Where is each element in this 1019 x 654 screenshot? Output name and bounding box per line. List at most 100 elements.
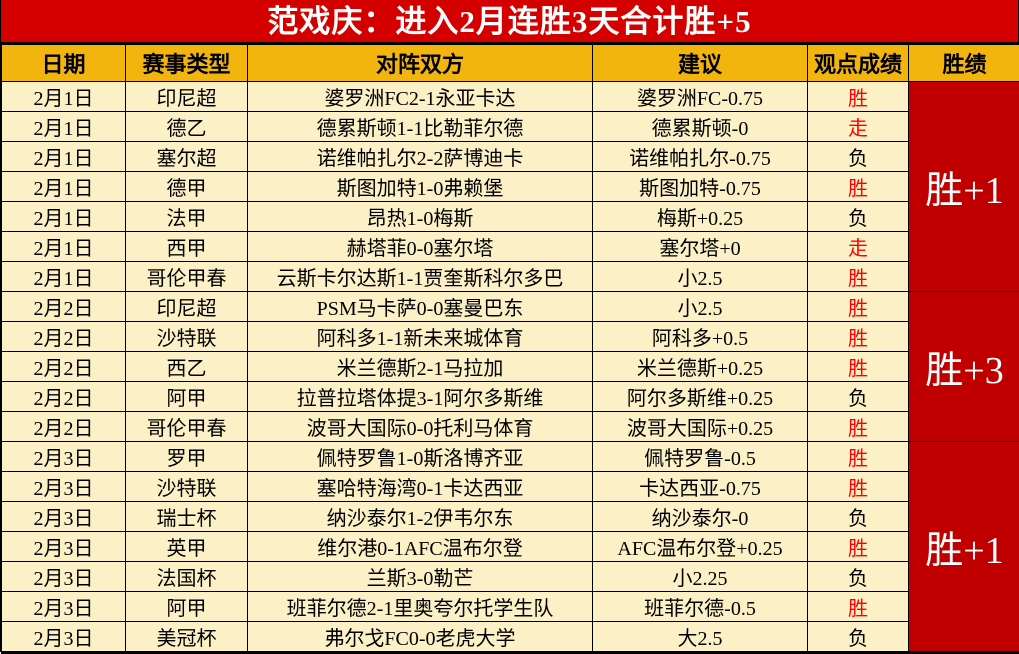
result-cell: 负 — [808, 622, 909, 653]
league-cell: 瑞士杯 — [126, 502, 248, 532]
result-cell: 胜 — [808, 592, 909, 622]
advice-cell: 波哥大国际+0.25 — [593, 412, 808, 442]
result-cell: 负 — [808, 382, 909, 412]
league-cell: 法国杯 — [126, 562, 248, 592]
advice-cell: 小2.5 — [593, 292, 808, 322]
match-cell: 云斯卡尔达斯1-1贾奎斯科尔多巴 — [248, 262, 593, 292]
date-cell: 2月1日 — [2, 142, 126, 172]
date-cell: 2月1日 — [2, 262, 126, 292]
date-cell: 2月2日 — [2, 322, 126, 352]
match-cell: PSM马卡萨0-0塞曼巴东 — [248, 292, 593, 322]
advice-cell: 大2.5 — [593, 622, 808, 653]
result-cell: 胜 — [808, 412, 909, 442]
advice-cell: 诺维帕扎尔-0.75 — [593, 142, 808, 172]
column-header-streak: 胜绩 — [909, 45, 1019, 82]
result-cell: 负 — [808, 142, 909, 172]
match-cell: 塞哈特海湾0-1卡达西亚 — [248, 472, 593, 502]
result-cell: 走 — [808, 232, 909, 262]
date-cell: 2月1日 — [2, 82, 126, 112]
league-cell: 德乙 — [126, 112, 248, 142]
result-cell: 负 — [808, 202, 909, 232]
banner-title: 范戏庆：进入2月连胜3天合计胜+5 — [1, 0, 1018, 44]
date-cell: 2月3日 — [2, 592, 126, 622]
league-cell: 塞尔超 — [126, 142, 248, 172]
match-cell: 班菲尔德2-1里奥夸尔托学生队 — [248, 592, 593, 622]
advice-cell: 小2.25 — [593, 562, 808, 592]
match-cell: 佩特罗鲁1-0斯洛博齐亚 — [248, 442, 593, 472]
results-table: 日期 赛事类型 对阵双方 建议 观点成绩 胜绩 2月1日印尼超婆罗洲FC2-1永… — [1, 44, 1019, 654]
column-header-match: 对阵双方 — [248, 45, 593, 82]
result-cell: 胜 — [808, 262, 909, 292]
date-cell: 2月1日 — [2, 112, 126, 142]
league-cell: 阿甲 — [126, 382, 248, 412]
advice-cell: 班菲尔德-0.5 — [593, 592, 808, 622]
match-cell: 维尔港0-1AFC温布尔登 — [248, 532, 593, 562]
result-cell: 胜 — [808, 82, 909, 112]
result-cell: 负 — [808, 562, 909, 592]
league-cell: 印尼超 — [126, 292, 248, 322]
date-cell: 2月2日 — [2, 292, 126, 322]
advice-cell: 小2.5 — [593, 262, 808, 292]
header-row: 日期 赛事类型 对阵双方 建议 观点成绩 胜绩 — [2, 45, 1019, 82]
league-cell: 罗甲 — [126, 442, 248, 472]
match-cell: 兰斯3-0勒芒 — [248, 562, 593, 592]
advice-cell: 米兰德斯+0.25 — [593, 352, 808, 382]
result-cell: 胜 — [808, 442, 909, 472]
match-cell: 德累斯顿1-1比勒菲尔德 — [248, 112, 593, 142]
match-cell: 波哥大国际0-0托利马体育 — [248, 412, 593, 442]
match-cell: 纳沙泰尔1-2伊韦尔东 — [248, 502, 593, 532]
league-cell: 美冠杯 — [126, 622, 248, 653]
match-cell: 婆罗洲FC2-1永亚卡达 — [248, 82, 593, 112]
column-header-advice: 建议 — [593, 45, 808, 82]
league-cell: 阿甲 — [126, 592, 248, 622]
match-cell: 斯图加特1-0弗赖堡 — [248, 172, 593, 202]
league-cell: 沙特联 — [126, 322, 248, 352]
match-cell: 阿科多1-1新未来城体育 — [248, 322, 593, 352]
date-cell: 2月2日 — [2, 382, 126, 412]
match-cell: 拉普拉塔体提3-1阿尔多斯维 — [248, 382, 593, 412]
date-cell: 2月3日 — [2, 532, 126, 562]
column-header-league: 赛事类型 — [126, 45, 248, 82]
match-cell: 赫塔菲0-0塞尔塔 — [248, 232, 593, 262]
result-cell: 胜 — [808, 292, 909, 322]
date-cell: 2月3日 — [2, 622, 126, 653]
advice-cell: 梅斯+0.25 — [593, 202, 808, 232]
advice-cell: AFC温布尔登+0.25 — [593, 532, 808, 562]
date-cell: 2月1日 — [2, 172, 126, 202]
advice-cell: 塞尔塔+0 — [593, 232, 808, 262]
advice-cell: 婆罗洲FC-0.75 — [593, 82, 808, 112]
league-cell: 英甲 — [126, 532, 248, 562]
league-cell: 沙特联 — [126, 472, 248, 502]
match-cell: 弗尔戈FC0-0老虎大学 — [248, 622, 593, 653]
league-cell: 德甲 — [126, 172, 248, 202]
result-cell: 胜 — [808, 532, 909, 562]
streak-cell: 胜+3 — [909, 292, 1019, 442]
match-cell: 昂热1-0梅斯 — [248, 202, 593, 232]
result-cell: 胜 — [808, 352, 909, 382]
date-cell: 2月3日 — [2, 502, 126, 532]
column-header-result: 观点成绩 — [808, 45, 909, 82]
result-cell: 胜 — [808, 172, 909, 202]
date-cell: 2月1日 — [2, 202, 126, 232]
date-cell: 2月2日 — [2, 352, 126, 382]
advice-cell: 佩特罗鲁-0.5 — [593, 442, 808, 472]
advice-cell: 纳沙泰尔-0 — [593, 502, 808, 532]
league-cell: 西乙 — [126, 352, 248, 382]
